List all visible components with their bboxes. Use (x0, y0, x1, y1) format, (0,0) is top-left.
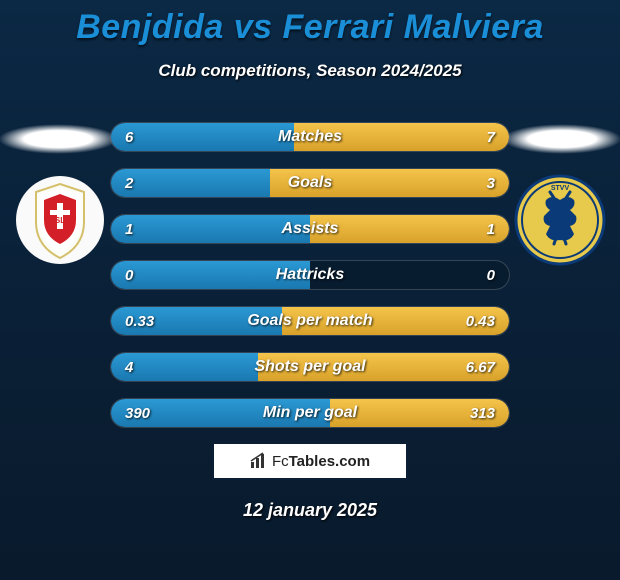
player-left-shadow (0, 124, 118, 154)
stat-row: 390313Min per goal (110, 398, 510, 428)
date-label: 12 january 2025 (0, 500, 620, 521)
stat-row: 00Hattricks (110, 260, 510, 290)
stat-row: 46.67Shots per goal (110, 352, 510, 382)
chart-icon (250, 452, 268, 470)
subtitle: Club competitions, Season 2024/2025 (0, 61, 620, 81)
stat-row: 67Matches (110, 122, 510, 152)
stat-label: Goals per match (111, 307, 509, 335)
footer-prefix: Fc (272, 453, 289, 470)
stats-container: 67Matches 23Goals 11Assists 00Hattricks 0.33… (110, 122, 510, 444)
svg-text:STVV: STVV (551, 185, 570, 192)
player-right-shadow (502, 124, 620, 154)
stat-row: 11Assists (110, 214, 510, 244)
stat-label: Matches (111, 123, 509, 151)
stat-row: 23Goals (110, 168, 510, 198)
team-crest-right: STVV (510, 170, 610, 270)
stat-row: 0.330.43Goals per match (110, 306, 510, 336)
stat-label: Assists (111, 215, 509, 243)
shield-icon: STVV (510, 170, 610, 270)
stat-label: Shots per goal (111, 353, 509, 381)
team-crest-left: SL (10, 170, 110, 270)
page-title: Benjdida vs Ferrari Malviera (0, 0, 620, 47)
footer-brand[interactable]: FcTables.com (212, 442, 408, 480)
svg-text:SL: SL (55, 216, 65, 225)
stat-label: Min per goal (111, 399, 509, 427)
footer-name: Tables.com (289, 453, 370, 470)
shield-icon: SL (10, 170, 110, 270)
stat-label: Goals (111, 169, 509, 197)
stat-label: Hattricks (111, 261, 509, 289)
